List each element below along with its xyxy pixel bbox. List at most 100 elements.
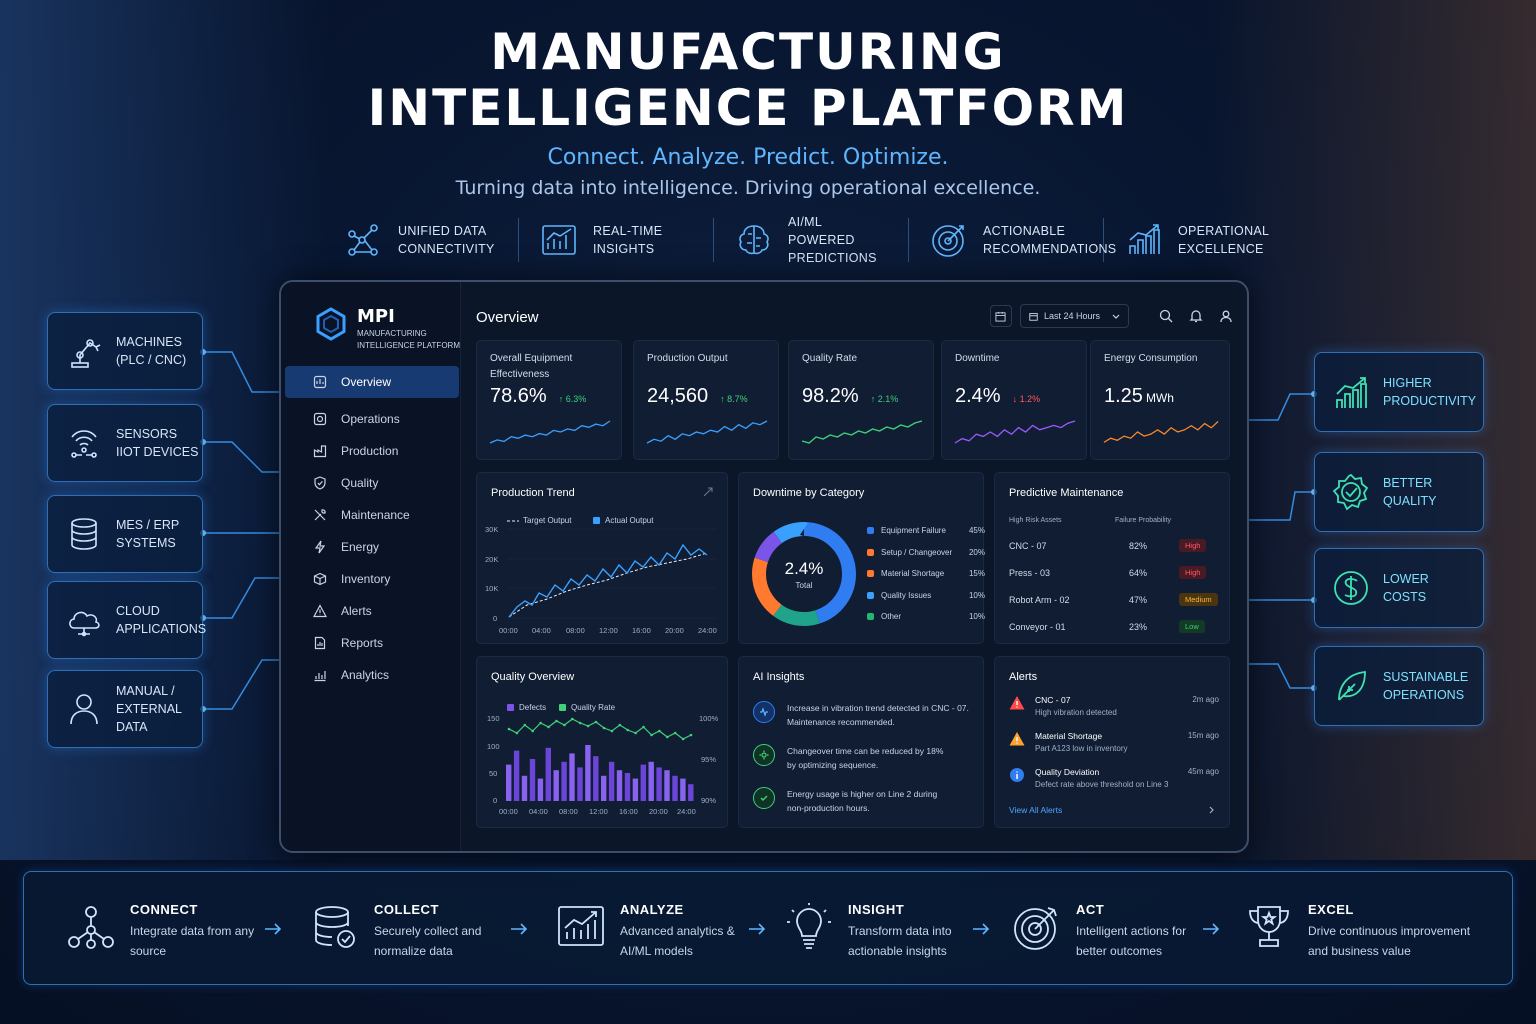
legend-target: Target Output: [507, 516, 571, 525]
time-range-select[interactable]: Last 24 Hours: [1019, 304, 1129, 328]
benefit-productivity[interactable]: HIGHER PRODUCTIVITY: [1314, 352, 1484, 432]
downtime-category: Quality Issues: [881, 591, 932, 600]
legend-swatch: [867, 549, 874, 556]
y-tick: 20K: [485, 555, 499, 564]
feature-item: AI/ML Powered Predictions: [714, 215, 909, 265]
asset-row[interactable]: Robot Arm - 02 47% Medium: [1009, 593, 1219, 606]
alert-title: Quality Deviation: [1035, 767, 1100, 777]
alert-item[interactable]: Material Shortage Part A123 low in invent…: [1009, 731, 1219, 753]
kpi-value: 2.4%: [955, 385, 1001, 407]
source-cloud[interactable]: CLOUD APPLICATIONS: [47, 581, 206, 659]
sidebar-item-inventory[interactable]: Inventory: [285, 563, 459, 595]
alert-item[interactable]: CNC - 07 High vibration detected 2m ago: [1009, 695, 1219, 717]
tagline: Connect. Analyze. Predict. Optimize.: [547, 145, 949, 170]
kpi-card-production[interactable]: Production Output 24,560 ↑ 8.7%: [633, 340, 779, 460]
expand-icon[interactable]: [703, 487, 713, 497]
kpi-value: 98.2%: [802, 385, 859, 407]
alert-time: 15m ago: [1187, 731, 1219, 740]
main-content: Overview Last 24 Hours Overall Equipment…: [461, 282, 1247, 851]
defects-bar: [521, 775, 528, 801]
warning-icon: [1009, 696, 1025, 710]
sidebar-item-reports[interactable]: Reports: [285, 627, 459, 659]
target-icon: [1014, 907, 1057, 950]
chevron-right-icon[interactable]: [1207, 806, 1215, 814]
sidebar-item-alerts[interactable]: Alerts: [285, 595, 459, 627]
sidebar-item-overview[interactable]: Overview: [285, 366, 459, 398]
view-all-alerts-link[interactable]: View All Alerts: [1009, 805, 1063, 815]
asset-row[interactable]: Press - 03 64% High: [1009, 566, 1219, 579]
defects-bar: [640, 764, 646, 801]
column-header: Failure Probability: [1115, 517, 1172, 524]
quality-badge-icon: [1332, 473, 1369, 511]
x-tick: 24:00: [677, 807, 696, 816]
kpi-title: Production Output: [647, 353, 728, 364]
quality-rate-point: [563, 723, 566, 727]
asset-row[interactable]: Conveyor - 01 23% Low: [1009, 620, 1219, 633]
downtime-pct: 10%: [968, 612, 985, 621]
downtime-row: Material Shortage 15%: [867, 569, 985, 578]
asset-name: Robot Arm - 02: [1009, 594, 1070, 605]
source-label: MES / ERP: [116, 518, 180, 532]
defects-bar: [608, 761, 615, 801]
panel-title: AI Insights: [753, 671, 805, 683]
bell-icon[interactable]: [1189, 309, 1203, 323]
growth-chart-icon: [1129, 224, 1160, 254]
report-icon: [314, 636, 326, 650]
kpi-card-oee[interactable]: Overall Equipment Effectiveness 78.6% ↑ 6…: [476, 340, 622, 460]
x-tick: 20:00: [665, 626, 684, 635]
flow-step-desc: Intelligent actions for better outcomes: [1076, 924, 1187, 958]
kpi-card-energy[interactable]: Energy Consumption 1.25 MWh: [1090, 340, 1230, 460]
page-heading: Overview: [476, 309, 539, 326]
feature-strip: Unified Data Connectivity Real-Time Insi…: [324, 215, 1269, 265]
insight-item[interactable]: Increase in vibration trend detected in …: [753, 701, 973, 729]
quality-overview-panel: Quality Overview Defects Quality Rate 15…: [476, 656, 728, 828]
production-trend-panel: Production Trend Target Output Actual Ou…: [476, 472, 728, 644]
benefit-sustainable[interactable]: SUSTAINABLE OPERATIONS: [1314, 646, 1484, 726]
panel-title: Quality Overview: [491, 671, 575, 683]
sidebar-item-label: Production: [341, 444, 399, 458]
flow-step-insight: INSIGHT Transform data into actionable in…: [784, 902, 978, 961]
database-check-icon: [315, 906, 355, 948]
downtime-panel: Downtime by Category 2.4% Total Equipmen…: [738, 472, 985, 644]
sidebar-item-energy[interactable]: Energy: [285, 531, 459, 563]
insight-line: Maintenance recommended.: [787, 717, 895, 727]
insight-item[interactable]: Changeover time can be reduced by 18% by …: [753, 744, 973, 772]
risk-badge: Medium: [1179, 593, 1218, 606]
donut-segment: [752, 522, 856, 626]
source-label: EXTERNAL DATA: [116, 702, 182, 734]
asset-row[interactable]: CNC - 07 82% High: [1009, 539, 1219, 552]
kpi-sparkline: [489, 420, 611, 444]
calendar-button[interactable]: [989, 305, 1012, 327]
sidebar-item-analytics[interactable]: Analytics: [285, 659, 459, 691]
defects-bar: [624, 773, 631, 801]
downtime-pct: 15%: [968, 569, 985, 578]
alert-item[interactable]: Quality Deviation Defect rate above thres…: [1009, 767, 1219, 789]
app-logo[interactable]: MPI MANUFACTURING INTELLIGENCE PLATFORM: [313, 306, 460, 351]
flow-step-act: ACT Intelligent actions for better outcom…: [1012, 902, 1206, 961]
sidebar-item-operations[interactable]: Operations: [285, 403, 459, 435]
source-machines[interactable]: MACHINES (PLC / CNC): [47, 312, 203, 390]
info-icon: [1010, 768, 1024, 782]
flow-step-desc: Transform data into actionable insights: [848, 924, 952, 958]
source-mes-erp[interactable]: MES / ERP SYSTEMS: [47, 495, 203, 573]
arrow-right-icon: [749, 923, 766, 935]
logo-name: MPI: [357, 306, 395, 327]
arrow-right-icon: [973, 923, 990, 935]
sidebar-item-quality[interactable]: Quality: [285, 467, 459, 499]
sidebar-item-maintenance[interactable]: Maintenance: [285, 499, 459, 531]
source-manual[interactable]: MANUAL / EXTERNAL DATA: [47, 670, 203, 748]
insight-item[interactable]: Energy usage is higher on Line 2 during n…: [753, 787, 973, 815]
source-sensors[interactable]: SENSORS IIoT DEVICES: [47, 404, 203, 482]
quality-rate-point: [594, 720, 598, 724]
kpi-delta: ↑ 2.1%: [870, 394, 899, 404]
quality-rate-point: [666, 735, 669, 739]
feature-item: Actionable Recommendations: [909, 218, 1116, 262]
sidebar-item-production[interactable]: Production: [285, 435, 459, 467]
kpi-card-quality[interactable]: Quality Rate 98.2% ↑ 2.1%: [788, 340, 934, 460]
sidebar-item-label: Overview: [341, 375, 392, 389]
benefit-costs[interactable]: LOWER COSTS: [1314, 548, 1484, 628]
user-icon[interactable]: [1219, 309, 1233, 323]
benefit-quality[interactable]: BETTER QUALITY: [1314, 452, 1484, 532]
search-icon[interactable]: [1159, 309, 1173, 323]
kpi-card-downtime[interactable]: Downtime 2.4% ↓ 1.2%: [941, 340, 1087, 460]
